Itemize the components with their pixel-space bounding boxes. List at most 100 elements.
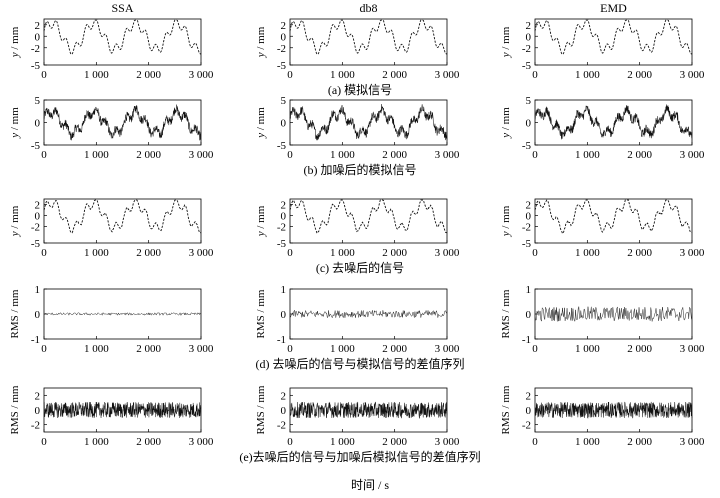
- y-axis-label-var: y: [9, 52, 21, 58]
- y-axis-label: y / mm: [9, 205, 21, 237]
- x-tick-label: 1 000: [575, 343, 600, 355]
- y-axis-label: y / mm: [9, 26, 21, 58]
- series-line-ssa: [43, 104, 202, 141]
- y-tick-label: 2: [35, 390, 41, 402]
- y-tick-label: 0: [281, 118, 287, 130]
- y-axis-label: RMS / mm: [9, 289, 21, 338]
- x-tick-label: 1 000: [575, 69, 600, 81]
- y-axis-label-var: y: [500, 231, 512, 237]
- x-tick-label: 3 000: [189, 149, 214, 161]
- series-line-emd: [534, 199, 693, 235]
- x-tick-label: 1 000: [84, 247, 109, 259]
- x-tick-label: 1 000: [84, 436, 109, 448]
- y-axis-label: RMS / mm: [9, 385, 21, 434]
- x-tick-label: 2 000: [627, 436, 652, 448]
- x-tick-label: 0: [41, 149, 47, 161]
- y-axis-label-var: y: [255, 231, 267, 237]
- y-axis-label-unit: RMS / mm: [9, 385, 21, 434]
- y-tick-label: -5: [277, 140, 287, 152]
- y-tick-label: 2: [526, 200, 532, 212]
- x-tick-label: 1 000: [84, 149, 109, 161]
- series-line-db8: [289, 199, 448, 234]
- x-tick-label: 1 000: [575, 436, 600, 448]
- y-tick-label: -5: [277, 238, 287, 250]
- axes-frame: [289, 18, 448, 66]
- y-axis-label-unit: RMS / mm: [9, 289, 21, 338]
- row-caption: (b) 加噪后的模拟信号: [304, 162, 417, 177]
- column-title-emd: EMD: [600, 1, 627, 15]
- y-axis-label: RMS / mm: [255, 289, 267, 338]
- x-tick-label: 2 000: [382, 69, 407, 81]
- y-axis-label-var: y: [500, 52, 512, 58]
- x-tick-label: 1 000: [330, 149, 355, 161]
- y-tick-label: -5: [522, 140, 532, 152]
- x-tick-label: 1 000: [84, 69, 109, 81]
- x-tick-label: 3 000: [680, 149, 705, 161]
- series-line-db8: [289, 103, 448, 141]
- x-tick-label: 2 000: [627, 343, 652, 355]
- x-tick-label: 1 000: [330, 247, 355, 259]
- x-tick-label: 2 000: [136, 247, 161, 259]
- y-tick-label: 2: [526, 390, 532, 402]
- y-axis-label-unit: / mm: [9, 107, 21, 133]
- x-tick-label: 3 000: [435, 247, 460, 259]
- x-tick-label: 0: [532, 343, 538, 355]
- series-line-db8: [289, 401, 448, 420]
- y-axis-label: y / mm: [500, 205, 512, 237]
- x-tick-label: 3 000: [435, 436, 460, 448]
- x-tick-label: 1 000: [575, 247, 600, 259]
- series-line-db8: [289, 19, 448, 55]
- y-tick-label: -2: [522, 43, 531, 55]
- x-tick-label: 2 000: [382, 247, 407, 259]
- y-tick-label: 0: [526, 405, 532, 417]
- y-axis-label: y / mm: [500, 26, 512, 58]
- series-line-ssa: [43, 312, 202, 316]
- y-tick-label: -5: [277, 60, 287, 72]
- y-axis-label-var: y: [9, 231, 21, 237]
- series-line-ssa: [43, 401, 202, 419]
- axes-frame: [43, 18, 202, 66]
- series-line-ssa: [43, 199, 202, 234]
- y-tick-label: 0: [35, 31, 41, 43]
- y-axis-label-unit: RMS / mm: [500, 289, 512, 338]
- y-tick-label: -2: [31, 43, 40, 55]
- x-tick-label: 3 000: [435, 149, 460, 161]
- y-tick-label: 2: [35, 200, 41, 212]
- y-axis-label-var: y: [255, 52, 267, 58]
- y-tick-label: 0: [526, 31, 532, 43]
- axes-frame: [534, 99, 693, 146]
- y-tick-label: 0: [281, 211, 287, 223]
- row-caption: (e)去噪后的信号与加噪后模拟信号的差值序列: [239, 449, 480, 464]
- y-tick-label: -5: [522, 238, 532, 250]
- y-tick-label: 1: [35, 284, 41, 296]
- x-tick-label: 3 000: [680, 343, 705, 355]
- y-tick-label: -5: [522, 60, 532, 72]
- series-line-emd: [534, 306, 693, 322]
- x-tick-label: 2 000: [627, 69, 652, 81]
- series-line-db8: [289, 309, 448, 319]
- y-tick-label: 0: [35, 309, 41, 321]
- y-tick-label: 0: [281, 309, 287, 321]
- x-tick-label: 1 000: [84, 343, 109, 355]
- y-axis-label: y / mm: [255, 26, 267, 58]
- x-tick-label: 0: [41, 247, 47, 259]
- x-tick-label: 1 000: [330, 436, 355, 448]
- y-axis-label-unit: RMS / mm: [500, 385, 512, 434]
- y-tick-label: 0: [526, 211, 532, 223]
- y-tick-label: 5: [526, 95, 532, 107]
- x-tick-label: 0: [287, 149, 293, 161]
- x-tick-label: 2 000: [382, 436, 407, 448]
- x-tick-label: 0: [287, 343, 293, 355]
- y-tick-label: 2: [281, 390, 287, 402]
- axes-frame: [534, 18, 693, 66]
- y-axis-label: y / mm: [9, 107, 21, 139]
- row-caption: (c) 去噪后的信号: [316, 260, 404, 275]
- y-axis-label-unit: / mm: [500, 107, 512, 133]
- x-tick-label: 0: [532, 436, 538, 448]
- y-tick-label: -2: [522, 420, 531, 432]
- series-line-emd: [534, 401, 693, 419]
- x-tick-label: 0: [287, 436, 293, 448]
- y-axis-label-var: y: [500, 133, 512, 139]
- x-tick-label: 0: [532, 149, 538, 161]
